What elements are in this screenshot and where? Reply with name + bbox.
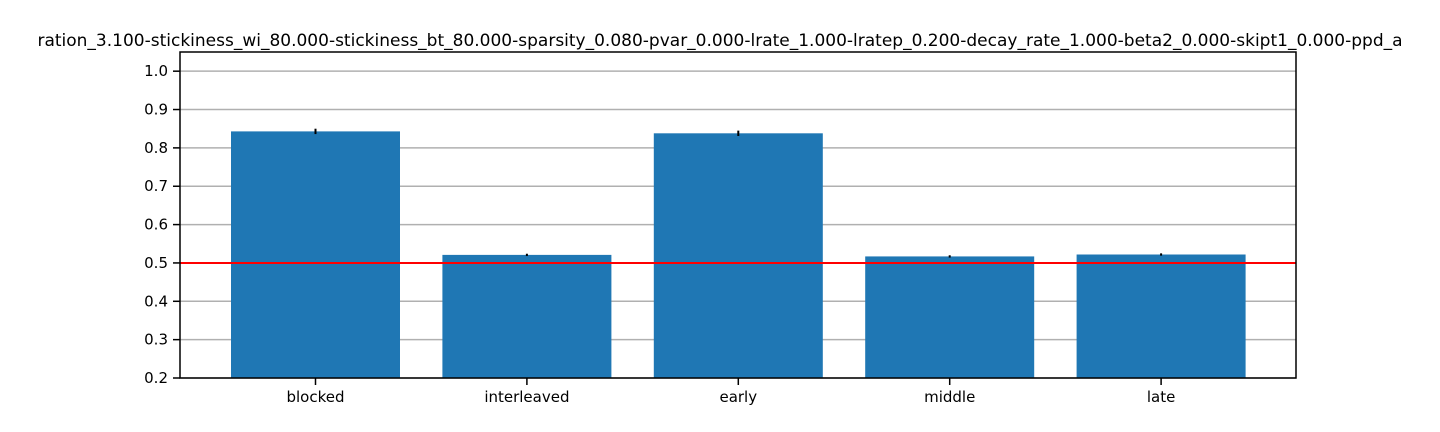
y-tick-label: 0.7: [144, 177, 168, 195]
bars: [231, 131, 1246, 378]
y-tick-label: 0.4: [144, 292, 168, 310]
y-tick-label: 0.3: [144, 331, 168, 349]
y-tick-label: 0.9: [144, 101, 168, 119]
y-tick-label: 1.0: [144, 62, 168, 80]
bar-middle: [865, 256, 1035, 378]
bar-early: [653, 133, 823, 378]
chart-title: ration_3.100-stickiness_wi_80.000-sticki…: [37, 31, 1402, 51]
y-axis-ticks: 0.2 0.3 0.4 0.5 0.6 0.7 0.8 0.9 1.0: [144, 62, 180, 387]
x-tick-label: blocked: [286, 388, 344, 406]
x-tick-label: interleaved: [484, 388, 569, 406]
y-tick-label: 0.2: [144, 369, 168, 387]
error-bars: [314, 128, 1163, 258]
bar-interleaved: [442, 254, 612, 378]
y-tick-label: 0.5: [144, 254, 168, 272]
y-tick-label: 0.8: [144, 139, 168, 157]
x-tick-label: middle: [924, 388, 975, 406]
bar-late: [1076, 254, 1246, 378]
x-tick-label: early: [719, 388, 757, 406]
x-tick-label: late: [1147, 388, 1175, 406]
bar-blocked: [231, 131, 400, 378]
x-axis-ticks: blocked interleaved early middle late: [286, 378, 1175, 406]
y-tick-label: 0.6: [144, 216, 168, 234]
